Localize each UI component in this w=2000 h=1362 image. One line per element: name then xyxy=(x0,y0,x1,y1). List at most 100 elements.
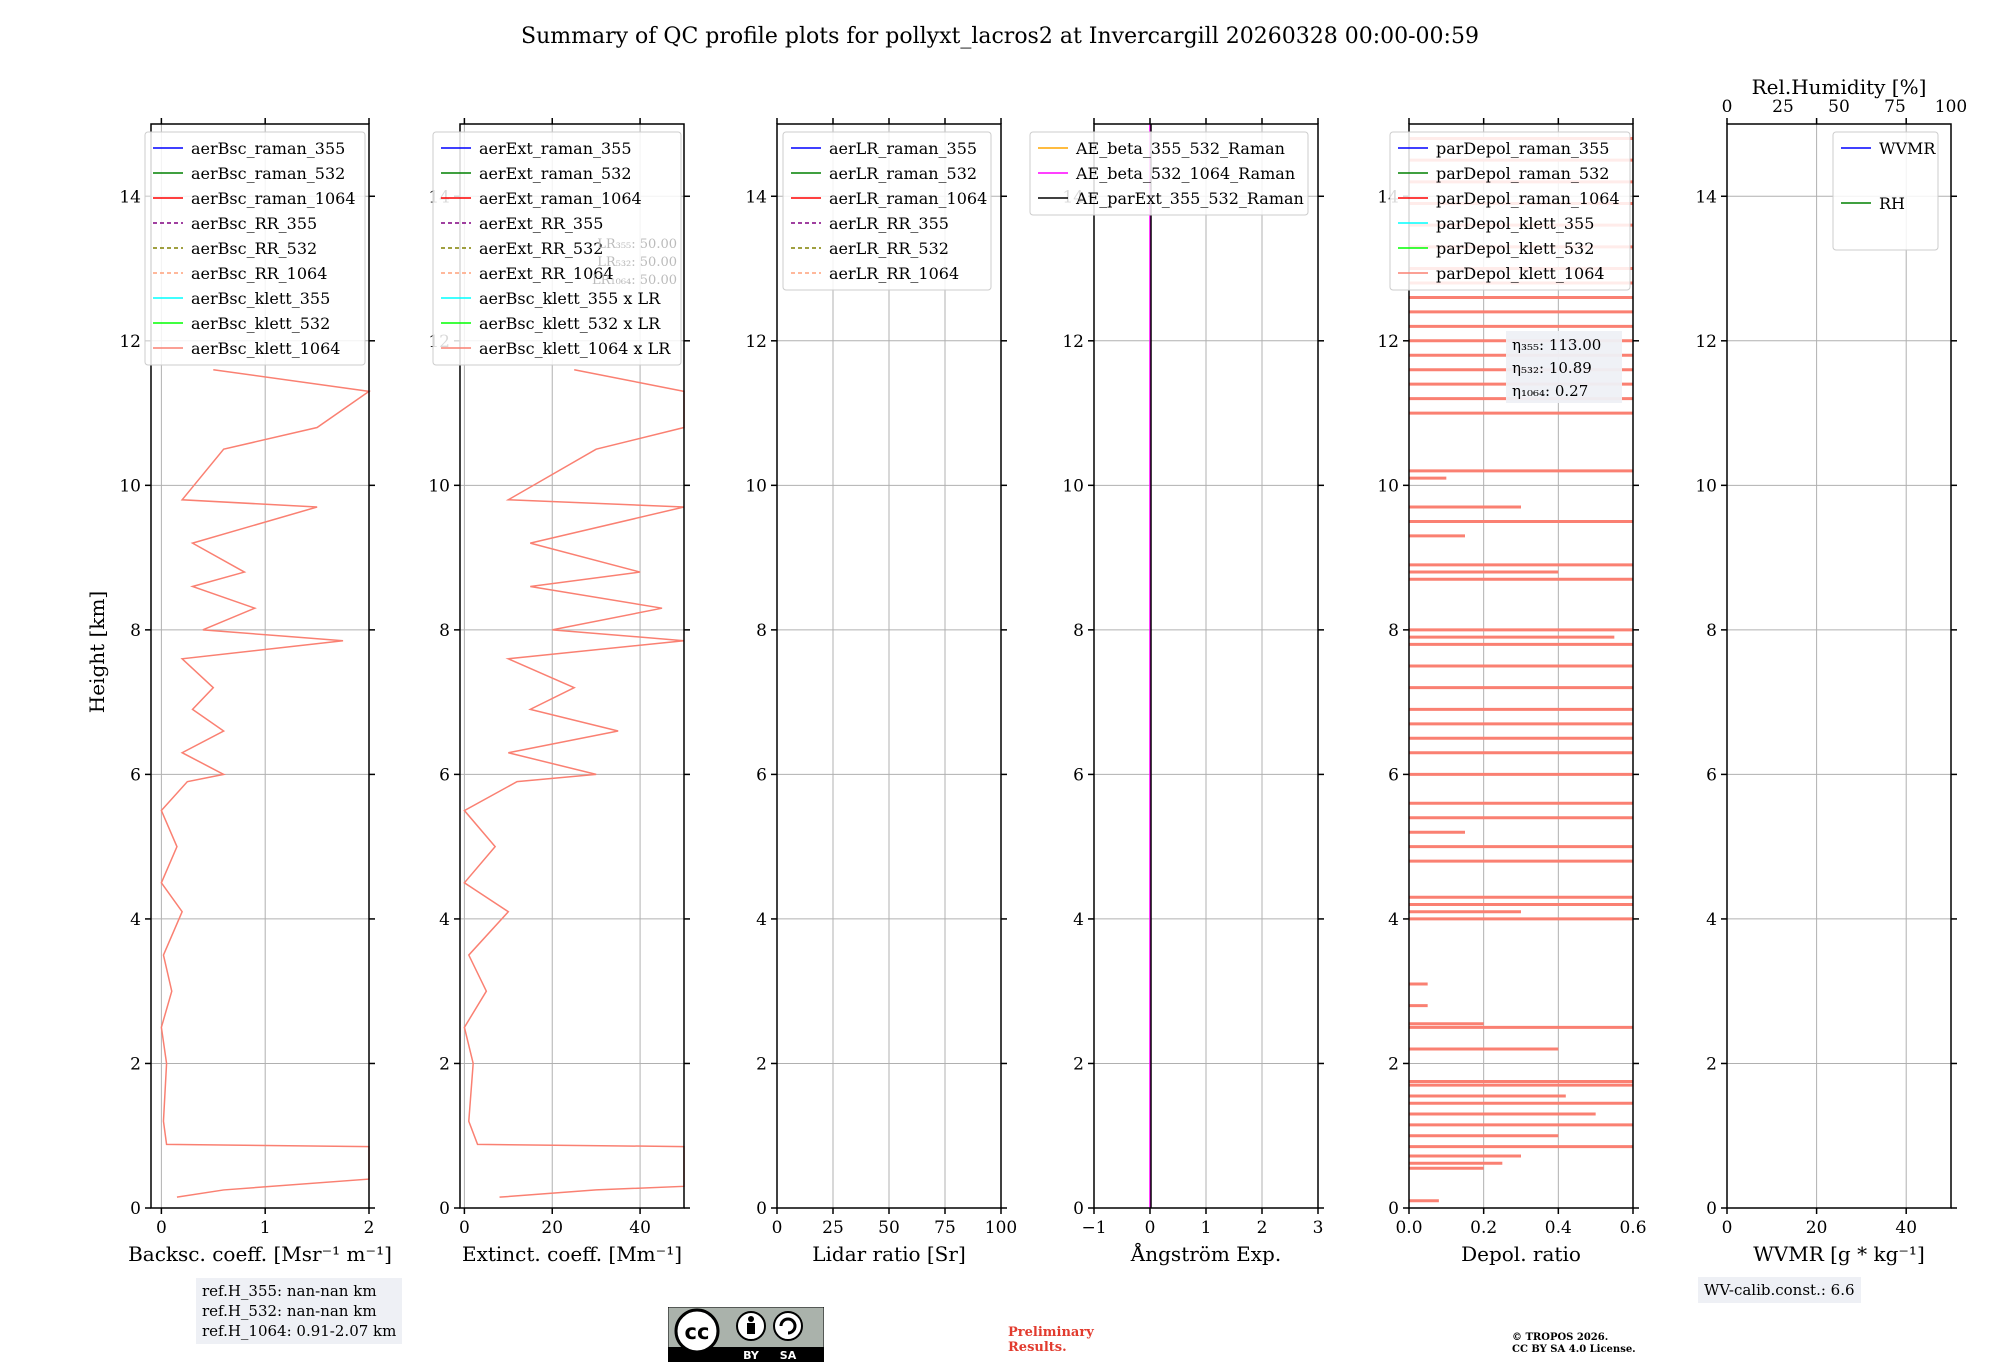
axes-frame xyxy=(459,123,685,1209)
top-x-tick-label: 75 xyxy=(1884,97,1906,117)
legend-label: parDepol_klett_1064 xyxy=(1436,264,1605,283)
x-tick-label: 20 xyxy=(1806,1218,1828,1238)
legend-label: parDepol_klett_532 xyxy=(1436,239,1594,258)
y-tick-label: 2 xyxy=(1073,1054,1084,1074)
axes-frame xyxy=(1408,123,1634,1209)
y-tick-label: 0 xyxy=(1388,1199,1399,1219)
y-tick-label: 8 xyxy=(130,621,141,641)
preliminary-line-2: Results. xyxy=(1008,1340,1067,1355)
legend-label: aerBsc_klett_355 xyxy=(191,289,330,308)
eta-annotation-box: η₃₅₅: 113.00 η₅₃₂: 10.89 η₁₀₆₄: 0.27 xyxy=(1506,331,1622,403)
x-tick-label: 2 xyxy=(1257,1218,1268,1238)
y-tick-label: 14 xyxy=(119,187,141,207)
y-tick-label: 8 xyxy=(1388,621,1399,641)
legend-box xyxy=(432,131,682,366)
top-x-tick-label: 100 xyxy=(1935,97,1967,117)
legend-lr: aerLR_raman_355 aerLR_raman_532 aerLR_rama… xyxy=(782,131,992,291)
legend-label: parDepol_klett_355 xyxy=(1436,214,1594,233)
legend-label: aerBsc_RR_532 xyxy=(191,239,317,258)
x-tick-label: 0 xyxy=(459,1218,470,1238)
ref-height-1064: ref.H_1064: 0.91-2.07 km xyxy=(202,1322,397,1340)
ref-height-355: ref.H_355: nan-nan km xyxy=(202,1282,377,1300)
legend-box xyxy=(782,131,992,291)
x-axis-label: WVMR [g * kg⁻¹] xyxy=(1753,1242,1925,1266)
top-x-tick-label: 0 xyxy=(1722,97,1733,117)
y-tick-label: 4 xyxy=(439,910,450,930)
x-tick-label: 40 xyxy=(1895,1218,1917,1238)
y-tick-label: 6 xyxy=(130,765,141,785)
legend-label: parDepol_raman_532 xyxy=(1436,164,1609,183)
lidar-ratio-annotation: LR₁₀₆₄: 50.00 xyxy=(592,273,677,288)
y-tick-label: 2 xyxy=(1706,1054,1717,1074)
legend-label: aerExt_raman_532 xyxy=(479,164,632,183)
y-tick-label: 0 xyxy=(439,1199,450,1219)
x-axis-label: Lidar ratio [Sr] xyxy=(812,1242,966,1266)
x-tick-label: 0 xyxy=(1722,1218,1733,1238)
legend-label: aerBsc_raman_532 xyxy=(191,164,345,183)
panel-ae: −1012302468101214Ångström Exp.AE_beta_35… xyxy=(1029,118,1324,1266)
x-axis-label: Ångström Exp. xyxy=(1130,1241,1281,1266)
legend-label: aerExt_RR_355 xyxy=(479,214,603,233)
y-tick-label: 4 xyxy=(1073,910,1084,930)
y-tick-label: 8 xyxy=(1073,621,1084,641)
x-tick-label: 0 xyxy=(772,1218,783,1238)
cc-letters: cc xyxy=(685,1320,710,1344)
preliminary-line-1: Preliminary xyxy=(1008,1325,1094,1340)
y-tick-label: 10 xyxy=(119,476,141,496)
y-tick-label: 12 xyxy=(745,332,767,352)
eta-annotation: η₁₀₆₄: 0.27 xyxy=(1512,382,1588,400)
sa-label: SA xyxy=(780,1349,797,1362)
y-tick-label: 4 xyxy=(1706,910,1717,930)
cc-icon xyxy=(674,1308,720,1354)
wv-calib-box: WV-calib.const.: 6.6 xyxy=(1698,1277,1861,1303)
x-tick-label: 0.4 xyxy=(1545,1218,1572,1238)
series-aerBsc_klett_1064 x LR xyxy=(463,368,685,1198)
y-tick-label: 10 xyxy=(1695,476,1717,496)
y-tick-label: 12 xyxy=(1062,332,1084,352)
x-axis-label: Extinct. coeff. [Mm⁻¹] xyxy=(462,1242,682,1266)
legend-label: aerBsc_raman_355 xyxy=(191,139,345,158)
series-aerBsc_klett_1064 xyxy=(160,368,372,1198)
legend-label: aerBsc_raman_1064 xyxy=(191,189,356,208)
x-tick-label: 75 xyxy=(934,1218,956,1238)
y-tick-label: 6 xyxy=(756,765,767,785)
legend-box xyxy=(1389,131,1631,291)
axes-frame xyxy=(1726,123,1952,1209)
copyright-line-1: © TROPOS 2026. xyxy=(1512,1332,1609,1343)
y-tick-label: 2 xyxy=(756,1054,767,1074)
x-axis-label: Depol. ratio xyxy=(1461,1242,1581,1266)
x-tick-label: 1 xyxy=(260,1218,271,1238)
legend-label: aerLR_raman_1064 xyxy=(829,189,987,208)
legend-label: aerExt_RR_532 xyxy=(479,239,603,258)
legend-label: aerLR_RR_355 xyxy=(829,214,949,233)
legend-label: aerLR_RR_1064 xyxy=(829,264,959,283)
y-axis-label: Height [km] xyxy=(85,591,109,713)
y-tick-label: 0 xyxy=(1073,1199,1084,1219)
legend-label: parDepol_raman_355 xyxy=(1436,139,1609,158)
y-tick-label: 10 xyxy=(428,476,450,496)
x-tick-label: 0 xyxy=(156,1218,167,1238)
y-tick-label: 8 xyxy=(439,621,450,641)
y-tick-label: 6 xyxy=(1706,765,1717,785)
x-tick-label: 25 xyxy=(822,1218,844,1238)
legend-label: RH xyxy=(1879,194,1905,213)
legend-label: AE_beta_532_1064_Raman xyxy=(1075,164,1295,183)
panel-wv: 0 20 40 0 2 4 6 8 10 12 14 WVMR [g * kg⁻¹] 0 25 50 75 10… xyxy=(1695,75,1967,1266)
share-alike-icon xyxy=(773,1311,803,1341)
legend-ae: AE_beta_355_532_Raman AE_beta_532_1064_Ra… xyxy=(1029,131,1309,216)
eta-box-bg xyxy=(1506,331,1622,403)
copyright-note: © TROPOS 2026. CC BY SA 4.0 License. xyxy=(1512,1332,1636,1356)
y-tick-label: 0 xyxy=(756,1199,767,1219)
y-tick-label: 6 xyxy=(1073,765,1084,785)
legend-label: aerBsc_klett_532 x LR xyxy=(479,314,661,333)
x-tick-label: 3 xyxy=(1313,1218,1324,1238)
y-tick-label: 14 xyxy=(745,187,767,207)
panel-ext: 0204002468101214Extinct. coeff. [Mm⁻¹]ae… xyxy=(428,118,690,1266)
eta-annotation: η₅₃₂: 10.89 xyxy=(1512,359,1592,377)
legend-label: aerBsc_klett_1064 xyxy=(191,339,340,358)
x-axis-label: Backsc. coeff. [Msr⁻¹ m⁻¹] xyxy=(128,1242,392,1266)
top-x-tick-label: 25 xyxy=(1772,97,1794,117)
y-tick-label: 4 xyxy=(756,910,767,930)
